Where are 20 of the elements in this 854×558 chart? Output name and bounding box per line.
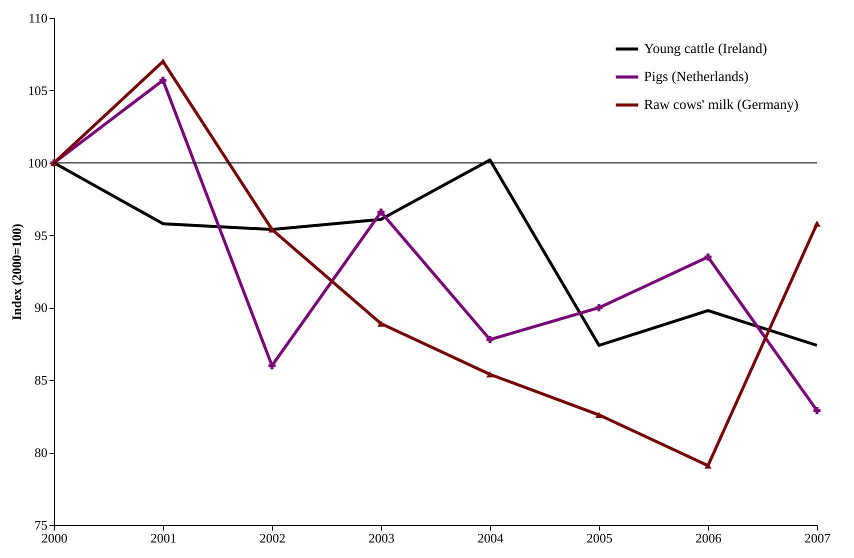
x-tick-label: 2005 <box>586 530 612 546</box>
x-tick-label: 2002 <box>260 530 286 546</box>
y-tick-label: 100 <box>28 155 48 170</box>
x-tick-label: 2000 <box>42 530 68 546</box>
x-tick-label: 2003 <box>368 530 394 546</box>
y-axis-title: Index (2000=100) <box>9 224 24 320</box>
x-tick-label: 2006 <box>696 530 722 546</box>
y-tick-label: 95 <box>34 228 48 243</box>
y-tick-label: 105 <box>28 82 48 98</box>
y-tick-label: 90 <box>34 300 48 316</box>
x-tick-label: 2004 <box>478 530 504 546</box>
y-tick-label: 80 <box>34 445 48 460</box>
y-tick-label: 110 <box>28 10 48 26</box>
legend-label: Young cattle (Ireland) <box>644 42 768 57</box>
legend-label: Pigs (Netherlands) <box>644 70 749 85</box>
x-tick-label: 2007 <box>804 530 831 546</box>
x-tick-label: 2001 <box>150 530 176 546</box>
legend-label: Raw cows' milk (Germany) <box>644 98 799 113</box>
y-tick-label: 75 <box>34 518 48 532</box>
y-tick-label: 85 <box>34 372 48 388</box>
